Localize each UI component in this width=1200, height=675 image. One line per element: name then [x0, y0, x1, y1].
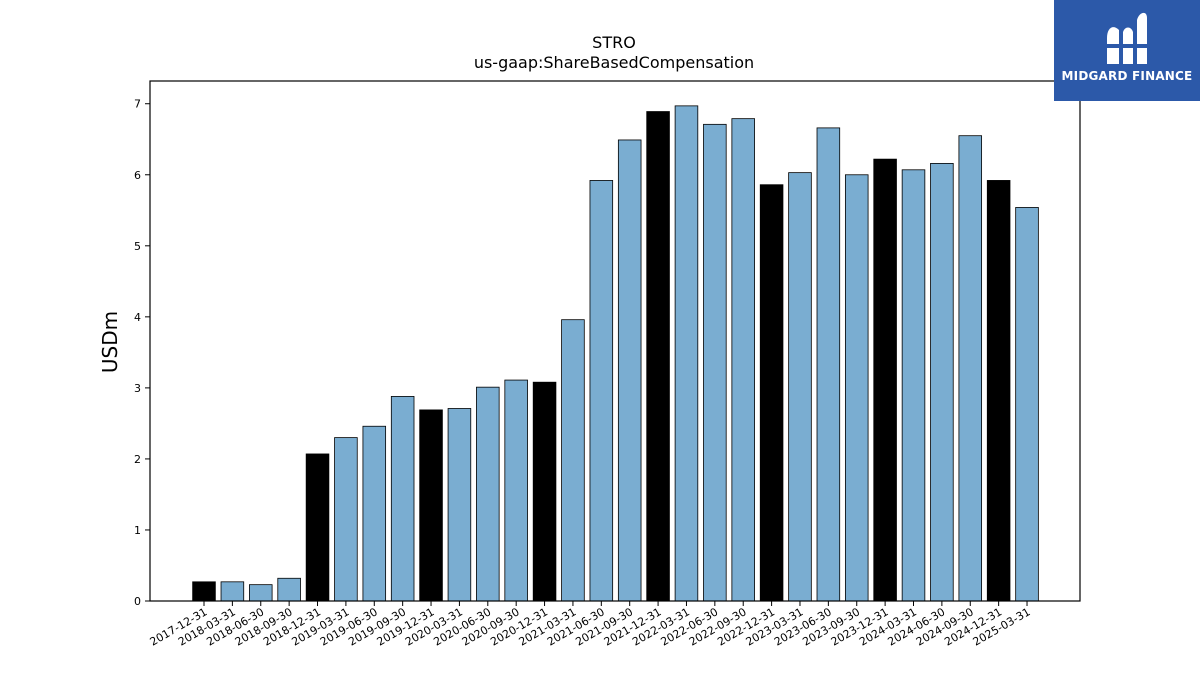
bar-2024-06-30 — [930, 162, 954, 602]
bar-2025-03-31 — [1015, 207, 1039, 602]
bar-2022-03-31 — [674, 105, 699, 602]
bar-2022-12-31 — [759, 184, 784, 602]
y-tick-label: 3 — [134, 382, 141, 395]
bar-2018-03-31 — [220, 581, 245, 602]
bar-2018-06-30 — [249, 584, 273, 602]
bar-2021-12-31 — [646, 111, 670, 602]
y-tick-label: 5 — [134, 240, 141, 253]
bar-2019-06-30 — [362, 425, 387, 602]
bar-2018-09-30 — [277, 577, 301, 602]
y-axis-ticks: 0 1 2 3 4 5 6 7 — [134, 98, 150, 608]
bar-2021-09-30 — [617, 139, 642, 602]
bar-2019-09-30 — [390, 396, 415, 602]
bar-2023-06-30 — [816, 127, 841, 602]
midgard-logo-icon — [1103, 12, 1151, 64]
y-tick-label: 2 — [134, 453, 141, 466]
chart-title: STRO — [592, 33, 636, 52]
bar-2023-03-31 — [788, 172, 812, 602]
bar-2020-03-31 — [447, 408, 472, 602]
y-tick-label: 7 — [134, 98, 141, 111]
bar-2022-06-30 — [703, 123, 727, 602]
bar-2021-03-31 — [561, 319, 585, 602]
y-axis-label: USDm — [98, 311, 122, 373]
bar-2018-12-31 — [305, 453, 330, 602]
bar-2019-12-31 — [419, 409, 443, 602]
bar-2021-06-30 — [589, 180, 614, 602]
bar-2024-12-31 — [986, 180, 1011, 602]
bar-2024-09-30 — [958, 135, 983, 602]
y-tick-label: 4 — [134, 311, 141, 324]
bar-2019-03-31 — [334, 437, 358, 602]
x-axis-ticks: 2017-12-312018-03-312018-06-302018-09-30… — [148, 601, 1033, 649]
bar-2023-09-30 — [844, 174, 869, 602]
bar-2020-09-30 — [504, 379, 528, 602]
plot-frame — [149, 80, 1081, 602]
bar-2024-03-31 — [901, 169, 926, 602]
logo-text: MIDGARD FINANCE — [1061, 69, 1193, 83]
bar-2023-12-31 — [873, 158, 897, 602]
bar-2022-09-30 — [731, 118, 755, 602]
midgard-finance-logo: MIDGARD FINANCE — [1054, 0, 1200, 101]
y-tick-label: 0 — [134, 595, 141, 608]
chart-subtitle: us-gaap:ShareBasedCompensation — [474, 53, 754, 72]
y-tick-label: 1 — [134, 524, 141, 537]
bar-2020-06-30 — [476, 386, 500, 602]
bar-2017-12-31 — [192, 581, 216, 602]
y-tick-label: 6 — [134, 169, 141, 182]
bar-2020-12-31 — [532, 381, 557, 602]
bars — [192, 105, 1039, 602]
